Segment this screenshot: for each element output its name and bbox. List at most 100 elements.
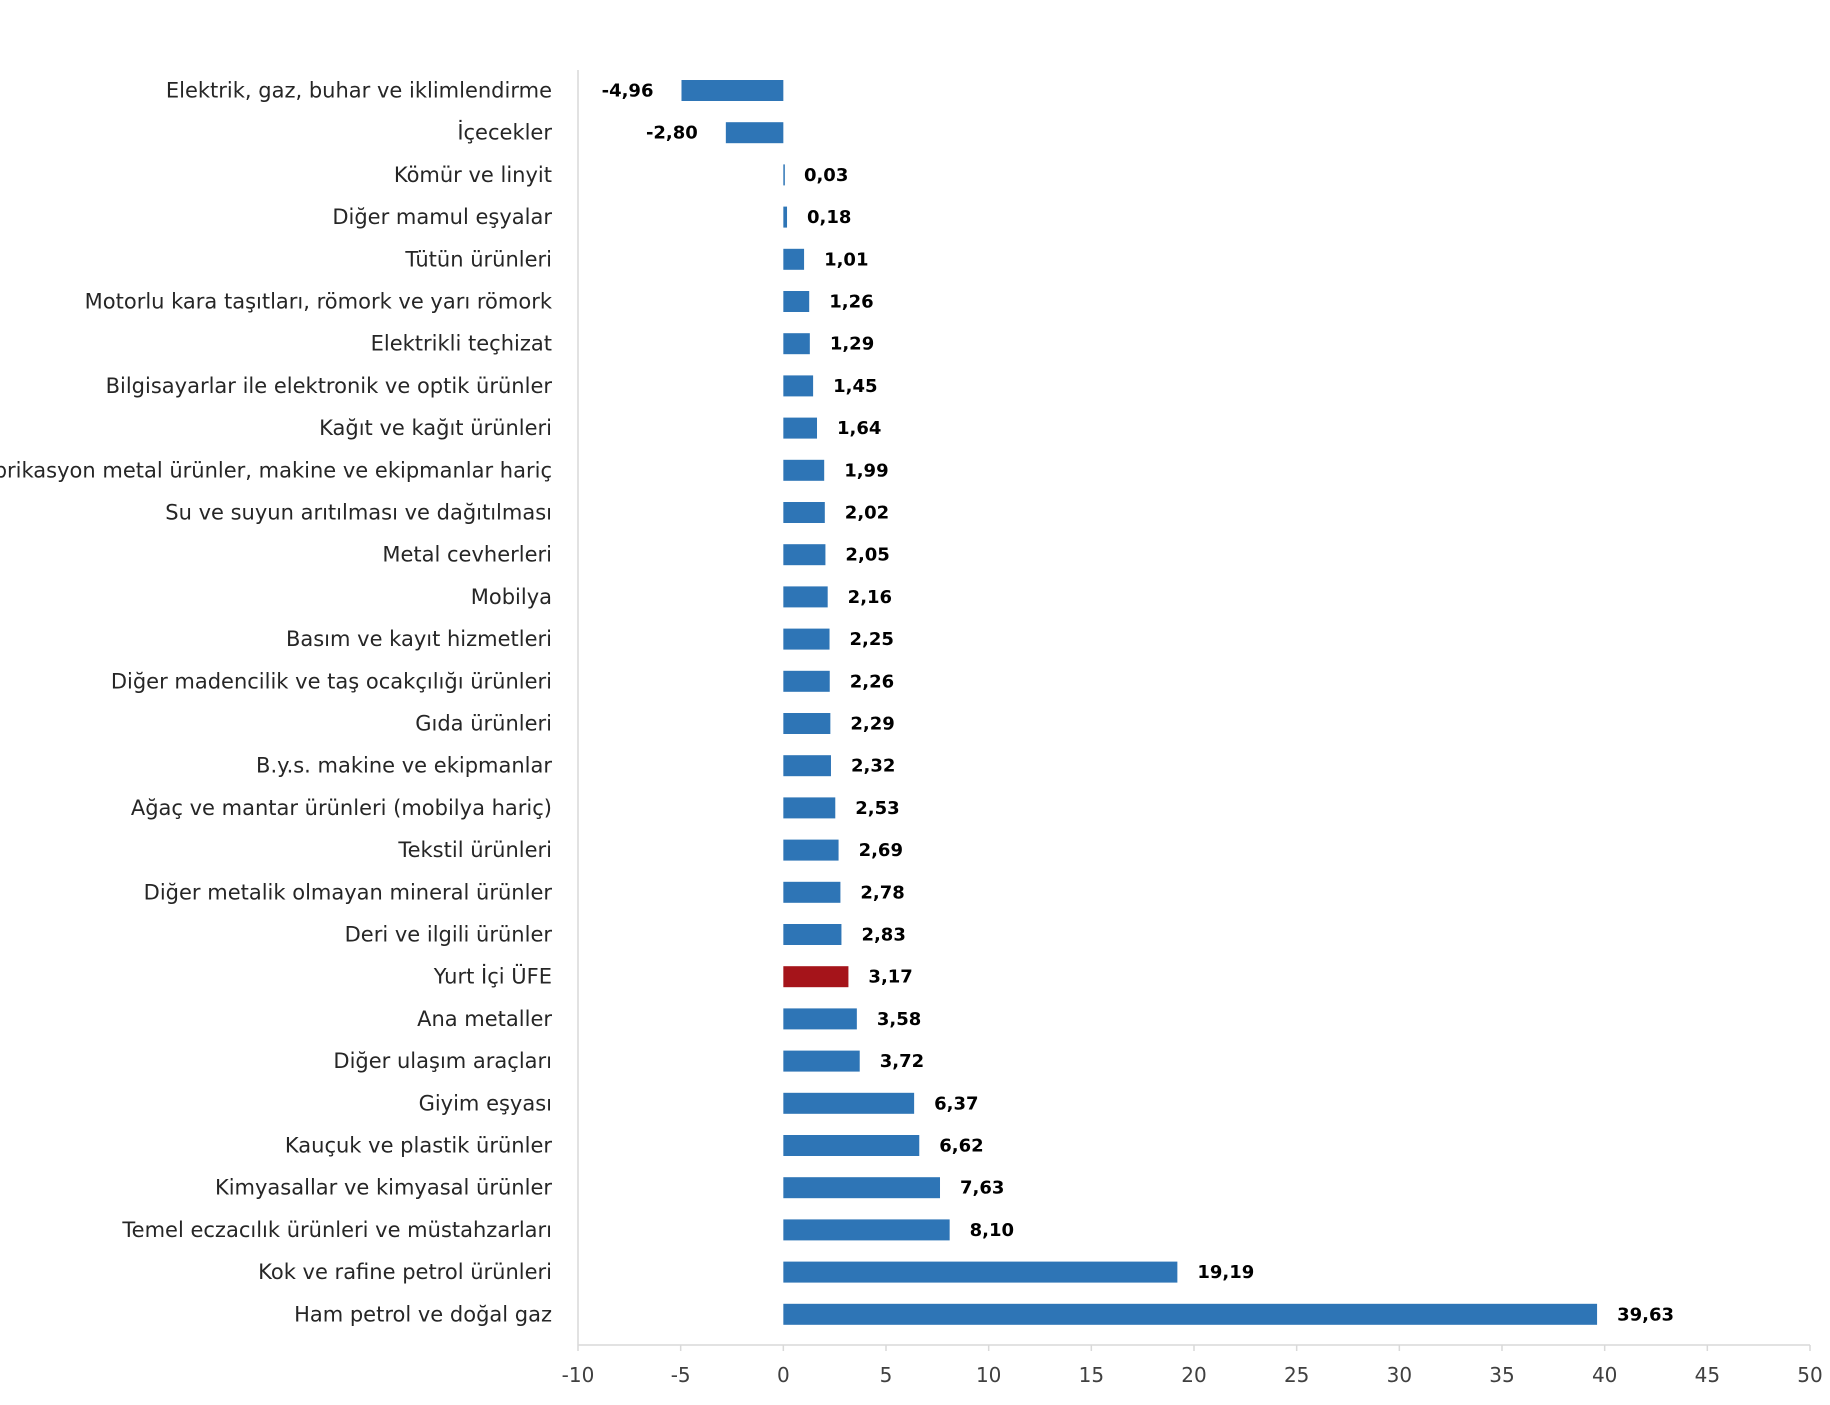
category-label: Temel eczacılık ürünleri ve müstahzarlar… bbox=[121, 1218, 552, 1242]
data-label: 7,63 bbox=[960, 1178, 1004, 1199]
bar bbox=[725, 122, 784, 144]
category-label: Diğer ulaşım araçları bbox=[333, 1049, 552, 1073]
bar bbox=[783, 1135, 920, 1156]
category-label: Elektrik, gaz, buhar ve iklimlendirme bbox=[166, 79, 552, 103]
category-label: Giyim eşyası bbox=[419, 1091, 552, 1115]
data-label: 1,64 bbox=[837, 418, 881, 439]
bar bbox=[783, 1303, 1598, 1325]
bar bbox=[783, 797, 836, 819]
bars-layer bbox=[681, 80, 1598, 1325]
category-label: Tütün ürünleri bbox=[404, 247, 552, 271]
bar bbox=[783, 248, 805, 270]
data-label: 0,03 bbox=[804, 165, 848, 186]
value-labels-layer: -4,96 -2,80 0,03 0,18 1,01 1,26 1,29 1,45 1,64 1,… bbox=[602, 81, 1674, 1326]
data-label: 6,37 bbox=[934, 1093, 978, 1114]
category-label: Diğer mamul eşyalar bbox=[332, 205, 552, 229]
category-label: Deri ve ilgili ürünler bbox=[345, 923, 553, 947]
bar bbox=[783, 417, 818, 439]
category-label: Elektrikli teçhizat bbox=[371, 332, 552, 356]
x-tick-label: 5 bbox=[880, 1363, 893, 1387]
bar bbox=[783, 670, 830, 692]
category-label: Ana metaller bbox=[417, 1007, 552, 1031]
data-label: 2,16 bbox=[848, 587, 892, 608]
bar bbox=[783, 1092, 915, 1114]
category-label: Bilgisayarlar ile elektronik ve optik ür… bbox=[106, 374, 553, 398]
category-label: Su ve suyun arıtılması ve dağıtılması bbox=[165, 501, 552, 525]
category-label: B.y.s. makine ve ekipmanlar bbox=[256, 754, 552, 778]
bar bbox=[783, 1008, 857, 1030]
bar bbox=[783, 1219, 950, 1241]
data-label: 2,32 bbox=[851, 756, 895, 777]
data-label: -2,80 bbox=[646, 123, 698, 144]
category-label: İçecekler bbox=[457, 120, 552, 145]
bar bbox=[783, 1261, 1178, 1283]
category-label: Tekstil ürünleri bbox=[397, 838, 552, 862]
category-label: Kok ve rafine petrol ürünleri bbox=[258, 1260, 552, 1284]
x-tick-label: -5 bbox=[671, 1363, 691, 1387]
category-label: Basım ve kayıt hizmetleri bbox=[286, 627, 552, 651]
category-label: Metal cevherleri bbox=[382, 543, 552, 567]
category-label: Fabrikasyon metal ürünler, makine ve eki… bbox=[0, 458, 552, 482]
category-label: Ham petrol ve doğal gaz bbox=[294, 1302, 552, 1326]
data-label: -4,96 bbox=[602, 81, 654, 102]
x-tick-label: 0 bbox=[777, 1363, 790, 1387]
data-label: 0,18 bbox=[807, 207, 851, 228]
x-tick-label: -10 bbox=[562, 1363, 595, 1387]
bar bbox=[783, 839, 839, 861]
x-tick-label: 10 bbox=[976, 1363, 1001, 1387]
data-label: 2,02 bbox=[845, 503, 889, 524]
data-label: 39,63 bbox=[1617, 1304, 1674, 1325]
category-label: Diğer madencilik ve taş ocakçılığı ürünl… bbox=[111, 669, 552, 693]
bar bbox=[783, 206, 788, 228]
category-label: Kağıt ve kağıt ürünleri bbox=[319, 416, 552, 440]
data-label: 1,99 bbox=[844, 460, 888, 481]
category-label: Gıda ürünleri bbox=[415, 712, 552, 736]
data-label: 2,53 bbox=[855, 798, 899, 819]
data-label: 2,83 bbox=[861, 925, 905, 946]
data-label: 2,69 bbox=[859, 840, 903, 861]
data-label: 2,29 bbox=[850, 714, 894, 735]
bar bbox=[681, 80, 784, 101]
category-label: Kömür ve linyit bbox=[394, 163, 552, 187]
bar bbox=[783, 502, 825, 523]
bar bbox=[783, 333, 810, 355]
bar bbox=[783, 1050, 860, 1072]
category-label: Diğer metalik olmayan mineral ürünler bbox=[144, 880, 553, 904]
x-tick-label: 30 bbox=[1387, 1363, 1412, 1387]
bar bbox=[783, 924, 842, 945]
bar bbox=[783, 291, 810, 312]
x-tick-label: 40 bbox=[1592, 1363, 1617, 1387]
category-label: Yurt İçi ÜFE bbox=[433, 964, 552, 989]
x-tick-label: 15 bbox=[1079, 1363, 1104, 1387]
bar bbox=[783, 586, 828, 608]
data-label: 2,78 bbox=[860, 882, 904, 903]
x-tick-label: 45 bbox=[1695, 1363, 1720, 1387]
category-label: Kauçuk ve plastik ürünler bbox=[285, 1134, 552, 1158]
data-label: 2,05 bbox=[845, 545, 889, 566]
data-label: 19,19 bbox=[1197, 1262, 1254, 1283]
bar bbox=[783, 375, 814, 397]
data-label: 6,62 bbox=[939, 1136, 983, 1157]
data-label: 1,26 bbox=[829, 292, 873, 313]
bar bbox=[783, 544, 826, 566]
x-tick-label: 20 bbox=[1181, 1363, 1206, 1387]
x-tick-label: 25 bbox=[1284, 1363, 1309, 1387]
x-axis: -10 -5 0 5 10 15 20 25 30 35 40 45 50 bbox=[562, 70, 1823, 1387]
data-label: 1,29 bbox=[830, 334, 874, 355]
category-label: Ağaç ve mantar ürünleri (mobilya hariç) bbox=[131, 796, 552, 820]
bar bbox=[783, 1177, 941, 1199]
bar bbox=[783, 713, 831, 734]
data-label: 2,25 bbox=[850, 629, 894, 650]
category-label: Mobilya bbox=[471, 585, 552, 609]
category-label: Motorlu kara taşıtları, römork ve yarı r… bbox=[85, 290, 553, 314]
data-label: 1,01 bbox=[824, 249, 868, 270]
bar bbox=[783, 164, 785, 186]
bar bbox=[783, 881, 841, 903]
data-label: 3,17 bbox=[868, 967, 912, 988]
category-labels-layer: Elektrik, gaz, buhar ve iklimlendirme İçe… bbox=[0, 79, 553, 1327]
bar bbox=[783, 459, 825, 481]
category-label: Kimyasallar ve kimyasal ürünler bbox=[215, 1176, 552, 1200]
data-label: 1,45 bbox=[833, 376, 877, 397]
